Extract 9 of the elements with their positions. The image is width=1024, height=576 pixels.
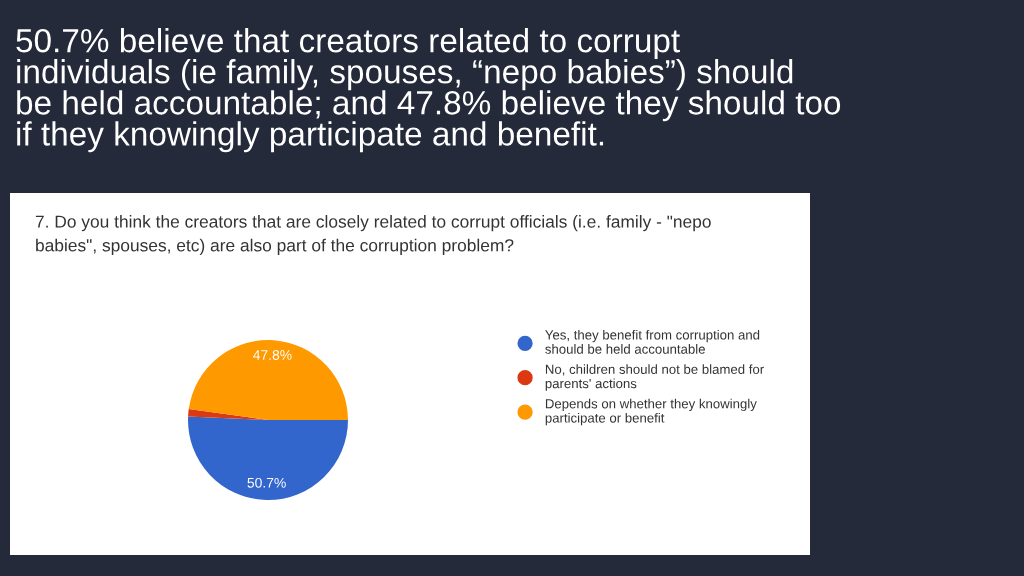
legend-label: Depends on whether they knowingly participate or benefit (545, 398, 757, 426)
legend-label: No, children should not be blamed for parents' actions (545, 364, 764, 391)
data-label: 47.8% (253, 350, 292, 360)
pie-slice (188, 340, 348, 420)
chart-title: 50.7% believe that creators related to corrupt individuals (ie family, spouses, “nepo babies”) should be held accountable; and 47.8% believe they should too if they knowingly participate and benefit. (16, 28, 841, 153)
legend-label: Yes, they benefit from corruption and should be held accountable (545, 329, 760, 354)
chart-subtitle: 7. Do you think the creators that are closely related to corrupt officials (i.e. family - "nepo babies", spouses, etc) are also part of the corruption problem? (35, 215, 711, 255)
data-label: 50.7% (247, 477, 286, 488)
pie-slice (188, 416, 348, 500)
